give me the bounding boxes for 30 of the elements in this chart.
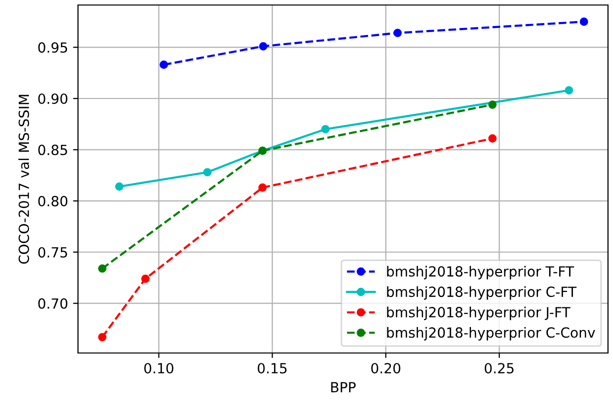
point bbox=[160, 60, 168, 69]
y-tick-label: 0.95 bbox=[38, 42, 68, 53]
point bbox=[564, 86, 574, 94]
y-axis-title: COCO-2017 val MS-SSIM bbox=[18, 94, 30, 264]
point bbox=[259, 42, 268, 50]
x-tick-label: 0.20 bbox=[371, 362, 400, 374]
x-tick-label: 0.10 bbox=[144, 362, 174, 374]
y-tick-label: 0.85 bbox=[38, 144, 68, 156]
legend-label: bmshj2018-hyperprior C-Conv bbox=[387, 327, 596, 340]
y-tick-label: 0.75 bbox=[38, 247, 68, 258]
legend-label: bmshj2018-hyperprior T-FT bbox=[387, 266, 574, 280]
point bbox=[321, 125, 330, 134]
x-tick-label: 0.25 bbox=[484, 362, 514, 374]
y-tick-label: 0.90 bbox=[38, 93, 68, 104]
point bbox=[393, 28, 402, 38]
y-tick-label: 0.70 bbox=[38, 298, 68, 309]
point bbox=[141, 274, 150, 283]
point bbox=[115, 182, 124, 191]
point bbox=[580, 18, 588, 26]
point bbox=[488, 134, 497, 143]
point bbox=[258, 183, 267, 192]
legend-label: bmshj2018-hyperprior C-FT bbox=[387, 286, 577, 300]
point bbox=[488, 100, 497, 109]
point bbox=[98, 264, 106, 273]
x-tick-label: 0.15 bbox=[258, 362, 287, 374]
y-tick-label: 0.80 bbox=[38, 196, 68, 206]
legend-label: bmshj2018-hyperprior J-FT bbox=[387, 306, 570, 320]
point bbox=[203, 168, 212, 176]
point bbox=[98, 332, 106, 342]
x-axis-title: BPP bbox=[331, 382, 356, 392]
